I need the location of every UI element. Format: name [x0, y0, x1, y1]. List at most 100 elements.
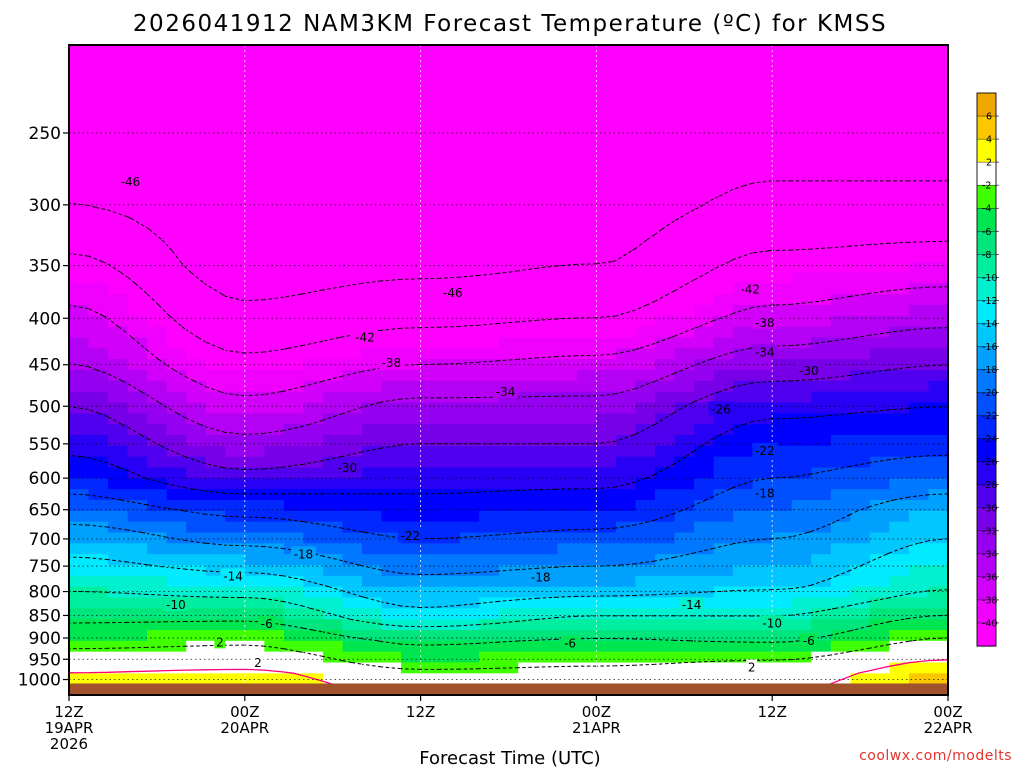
field-cell	[264, 478, 285, 490]
field-cell	[225, 402, 246, 414]
field-cell	[537, 435, 558, 447]
field-cell	[733, 597, 754, 609]
field-cell	[889, 380, 910, 393]
field-cell	[889, 402, 910, 414]
credit-link[interactable]: coolwx.com/modelts	[859, 748, 1012, 764]
field-cell	[342, 575, 363, 588]
field-cell	[479, 337, 500, 349]
field-cell	[88, 229, 109, 241]
field-cell	[244, 185, 265, 198]
field-cell	[830, 554, 851, 566]
field-cell	[244, 77, 265, 89]
field-cell	[244, 348, 265, 360]
field-cell	[655, 185, 676, 198]
field-cell	[655, 196, 676, 209]
field-cell	[459, 586, 480, 599]
contour-label-bg	[397, 528, 423, 543]
field-cell	[440, 77, 461, 89]
field-cell	[166, 662, 187, 674]
field-cell	[928, 250, 948, 263]
field-cell	[205, 272, 226, 284]
field-cell	[225, 424, 246, 436]
field-cell	[69, 597, 90, 609]
field-cell	[733, 554, 754, 566]
field-cell	[440, 510, 461, 523]
field-cell	[537, 207, 558, 219]
field-cell	[596, 619, 617, 631]
field-cell	[518, 424, 539, 436]
field-cell	[420, 662, 441, 674]
contour-label: -34	[496, 385, 516, 399]
field-cell	[166, 651, 187, 664]
field-cell	[655, 175, 676, 187]
field-cell	[752, 196, 773, 209]
field-cell	[537, 619, 558, 631]
field-cell	[381, 478, 402, 490]
field-cell	[791, 175, 812, 187]
field-cell	[889, 207, 910, 219]
field-cell	[908, 500, 930, 512]
field-cell	[772, 370, 793, 382]
field-cell	[166, 142, 187, 154]
field-cell	[205, 185, 226, 198]
field-cell	[694, 131, 715, 144]
field-cell	[225, 55, 246, 68]
field-cell	[69, 586, 90, 599]
field-cell	[889, 88, 910, 100]
field-cell	[869, 196, 890, 209]
field-cell	[850, 348, 871, 360]
field-cell	[69, 77, 90, 89]
field-cell	[889, 294, 910, 306]
field-cell	[420, 521, 441, 534]
field-cell	[889, 348, 910, 360]
field-cell	[576, 565, 597, 577]
field-cell	[928, 261, 948, 274]
field-cell	[498, 532, 519, 544]
field-cell	[322, 586, 344, 599]
field-cell	[694, 630, 715, 642]
field-cell	[674, 478, 695, 490]
field-cell	[244, 435, 265, 447]
field-cell	[791, 55, 812, 68]
field-cell	[479, 630, 500, 642]
field-cell	[440, 640, 461, 653]
field-cell	[88, 435, 109, 447]
isotherm--34	[69, 327, 948, 435]
field-cell	[186, 88, 207, 100]
field-cell	[166, 218, 187, 230]
field-cell	[264, 250, 285, 263]
field-cell	[655, 445, 676, 458]
field-cell	[186, 218, 207, 230]
field-cell	[557, 478, 578, 490]
field-cell	[459, 218, 480, 230]
field-cell	[186, 597, 207, 609]
field-cell	[694, 391, 715, 404]
field-cell	[772, 380, 793, 393]
field-cell	[322, 45, 344, 57]
field-cell	[733, 55, 754, 68]
field-cell	[752, 662, 773, 674]
field-cell	[498, 543, 519, 555]
field-cell	[674, 305, 695, 317]
field-cell	[205, 445, 226, 458]
field-cell	[713, 586, 734, 599]
field-cell	[205, 662, 226, 674]
field-cell	[615, 185, 637, 198]
field-cell	[576, 45, 597, 57]
field-cell	[694, 337, 715, 349]
field-cell	[908, 185, 930, 198]
field-cell	[791, 673, 812, 685]
field-cell	[401, 565, 422, 577]
field-cell	[596, 99, 617, 111]
field-cell	[850, 120, 871, 133]
field-cell	[674, 640, 695, 653]
field-cell	[869, 250, 890, 263]
field-cell	[244, 445, 265, 458]
field-cell	[342, 348, 363, 360]
field-cell	[733, 478, 754, 490]
contour-label: -10	[166, 598, 186, 612]
field-cell	[850, 88, 871, 100]
field-cell	[283, 467, 304, 479]
field-cell	[440, 359, 461, 371]
field-cell	[459, 413, 480, 425]
